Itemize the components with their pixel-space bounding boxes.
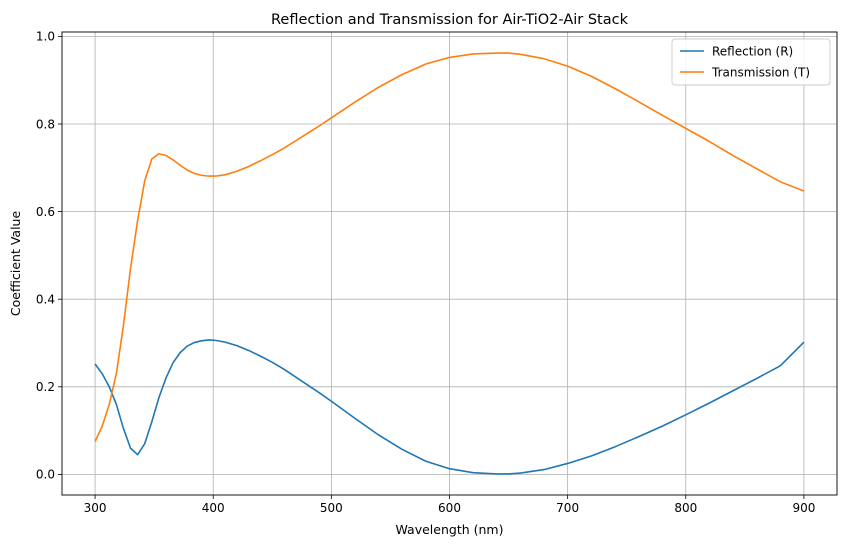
y-tick-label: 0.6 [36, 205, 55, 219]
x-tick-label: 400 [202, 501, 225, 515]
y-tick-label: 0.4 [36, 292, 55, 306]
legend-label: Transmission (T) [711, 65, 810, 79]
legend: Reflection (R) Transmission (T) [671, 38, 831, 86]
series-line-reflection [94, 339, 805, 475]
y-axis-label: Coefficient Value [8, 211, 23, 317]
y-tick-label: 0.0 [36, 468, 55, 482]
x-tick-label: 500 [320, 501, 343, 515]
x-axis-label: Wavelength (nm) [396, 522, 504, 537]
ticks: 300 400 500 600 700 800 900 0.0 0.2 0.4 0.6 0.8 1.0 [36, 30, 815, 515]
x-tick-label: 600 [438, 501, 461, 515]
series-line-transmission [94, 52, 805, 442]
legend-box [671, 38, 831, 86]
chart-title: Reflection and Transmission for Air-TiO2… [271, 12, 629, 28]
x-tick-label: 300 [84, 501, 107, 515]
y-tick-label: 1.0 [36, 30, 55, 44]
x-tick-label: 900 [792, 501, 815, 515]
x-tick-label: 800 [674, 501, 697, 515]
x-tick-label: 700 [556, 501, 579, 515]
grid [62, 32, 837, 495]
y-tick-label: 0.2 [36, 380, 55, 394]
legend-label: Reflection (R) [712, 44, 793, 58]
y-tick-label: 0.8 [36, 117, 55, 131]
series-group [94, 52, 805, 475]
